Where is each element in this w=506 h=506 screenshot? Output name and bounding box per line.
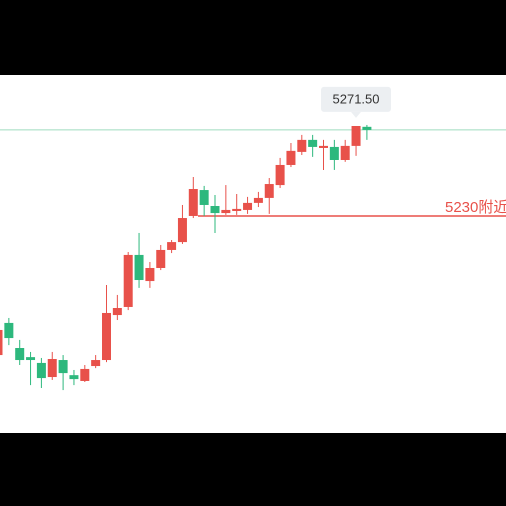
top-band: [0, 0, 506, 75]
candle-body: [112, 308, 122, 316]
candle-body: [329, 146, 339, 160]
candle-body: [58, 360, 68, 374]
high-marker-pointer: [351, 111, 361, 118]
annotation-text: 5230附近: [445, 199, 506, 216]
candle-body: [243, 202, 253, 210]
candle-body: [362, 126, 372, 130]
candle-body: [253, 197, 263, 203]
candle-body: [286, 150, 296, 165]
candle-body: [297, 139, 307, 152]
candle-body: [308, 139, 318, 147]
candle-body: [340, 145, 350, 160]
candle-body: [123, 254, 133, 307]
candle-body: [221, 209, 231, 214]
candle-body: [167, 242, 177, 250]
candle-body: [91, 360, 101, 367]
candle-body: [80, 368, 90, 381]
candle-body: [69, 375, 79, 380]
candle-body: [232, 208, 242, 211]
candle-body: [26, 357, 36, 361]
candle-body: [351, 125, 361, 146]
candle-body: [145, 267, 155, 282]
candle-body: [264, 184, 274, 198]
candle-body: [4, 322, 14, 339]
high-marker-box: [321, 86, 391, 112]
candle-body: [210, 206, 220, 214]
candle-body: [319, 145, 328, 148]
candle-body: [102, 312, 111, 361]
candle-body: [0, 329, 3, 356]
candle-body: [134, 254, 144, 281]
candle-body: [177, 218, 187, 243]
candle-body: [36, 362, 46, 379]
plot-background: [0, 75, 506, 433]
candle-body: [15, 348, 25, 361]
candle-body: [275, 164, 285, 186]
candle-body: [188, 189, 198, 216]
high-marker-label: 5271.50: [333, 91, 380, 106]
candle-body: [156, 249, 166, 268]
candle-body: [47, 358, 57, 378]
bottom-band: [0, 433, 506, 506]
candle-body: [199, 190, 209, 205]
